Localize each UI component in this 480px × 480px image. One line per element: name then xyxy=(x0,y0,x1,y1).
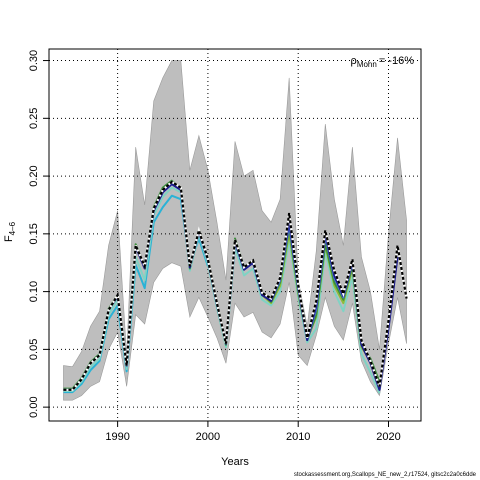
axis-layer: 1990 2000 2010 2020 0.00 0.05 0.10 0.15 0.20 0.25… xyxy=(28,50,401,443)
y-axis-title: F4–6 xyxy=(3,221,17,242)
plot-frame xyxy=(48,48,422,422)
x-tick-label: 2020 xyxy=(376,431,400,443)
mohn-rho-subscript: Mohn xyxy=(357,60,377,69)
y-axis-title-main: F xyxy=(3,235,15,242)
x-tick-label: 1990 xyxy=(105,431,129,443)
footer-source-text: stockassessment.org,Scallops_NE_new_2,r1… xyxy=(293,472,476,478)
y-tick-label: 0.20 xyxy=(28,165,40,186)
x-tick-label: 2000 xyxy=(196,431,220,443)
mohn-rho-symbol: ρ xyxy=(351,55,357,67)
x-axis-title: Years xyxy=(221,456,249,468)
y-axis-title-sub: 4–6 xyxy=(8,221,17,235)
confidence-band-layer xyxy=(63,60,407,401)
y-tick-label: 0.15 xyxy=(28,223,40,244)
mohn-rho-annotation: ρMohn = -16% xyxy=(351,55,415,69)
series-line-7 xyxy=(63,180,408,391)
series-layer xyxy=(63,179,408,394)
confidence-band xyxy=(63,60,407,401)
y-tick-label: 0.05 xyxy=(28,339,40,360)
x-tick-label: 2010 xyxy=(286,431,310,443)
y-tick-label: 0.25 xyxy=(28,108,40,129)
y-tick-label: 0.30 xyxy=(28,50,40,71)
y-tick-label: 0.00 xyxy=(28,396,40,417)
y-tick-label: 0.10 xyxy=(28,281,40,302)
mohn-rho-value: = -16% xyxy=(379,55,414,67)
